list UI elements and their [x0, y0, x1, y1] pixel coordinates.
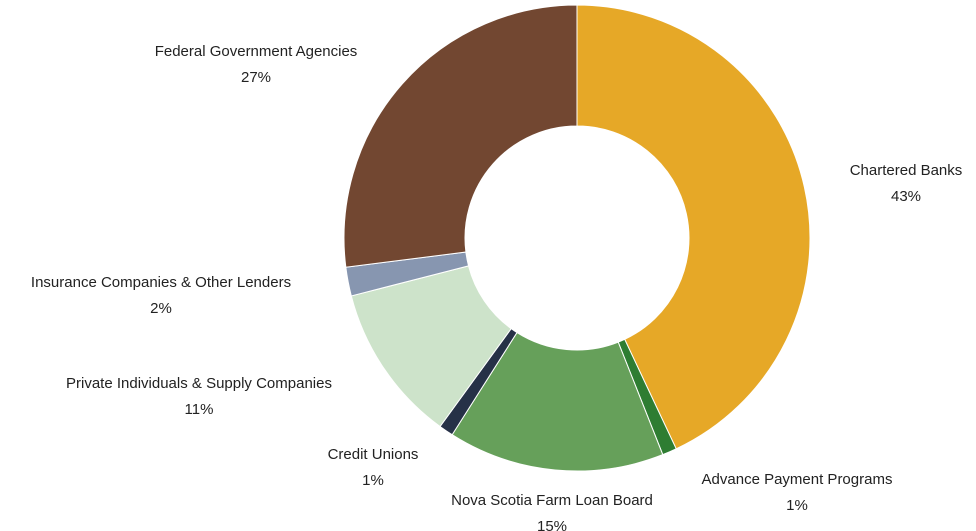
slice-federal-government-agencies: [343, 4, 578, 268]
slice-value-private-individuals-and-supply-companies: 11%: [185, 401, 214, 418]
slice-chartered-banks: [576, 4, 811, 450]
slice-value-insurance-companies-and-other-lenders: 2%: [150, 300, 172, 317]
slice-value-advance-payment-programs: 1%: [786, 497, 808, 514]
slice-label-credit-unions: Credit Unions: [328, 446, 419, 463]
slice-label-private-individuals-and-supply-companies: Private Individuals & Supply Companies: [66, 375, 332, 392]
slice-label-nova-scotia-farm-loan-board: Nova Scotia Farm Loan Board: [451, 492, 653, 509]
slice-nova-scotia-farm-loan-board: [451, 331, 664, 472]
slice-label-federal-government-agencies: Federal Government Agencies: [155, 43, 358, 60]
slice-label-insurance-companies-and-other-lenders: Insurance Companies & Other Lenders: [31, 274, 291, 291]
slice-value-federal-government-agencies: 27%: [241, 69, 271, 86]
slice-labels: Chartered Banks 43% Advance Payment Progra…: [31, 43, 962, 531]
slice-label-chartered-banks: Chartered Banks: [850, 162, 963, 179]
slice-label-advance-payment-programs: Advance Payment Programs: [702, 471, 893, 488]
slice-value-nova-scotia-farm-loan-board: 15%: [537, 518, 567, 531]
donut-slices: [343, 4, 811, 472]
slice-value-chartered-banks: 43%: [891, 188, 921, 205]
slice-value-credit-unions: 1%: [362, 472, 384, 489]
